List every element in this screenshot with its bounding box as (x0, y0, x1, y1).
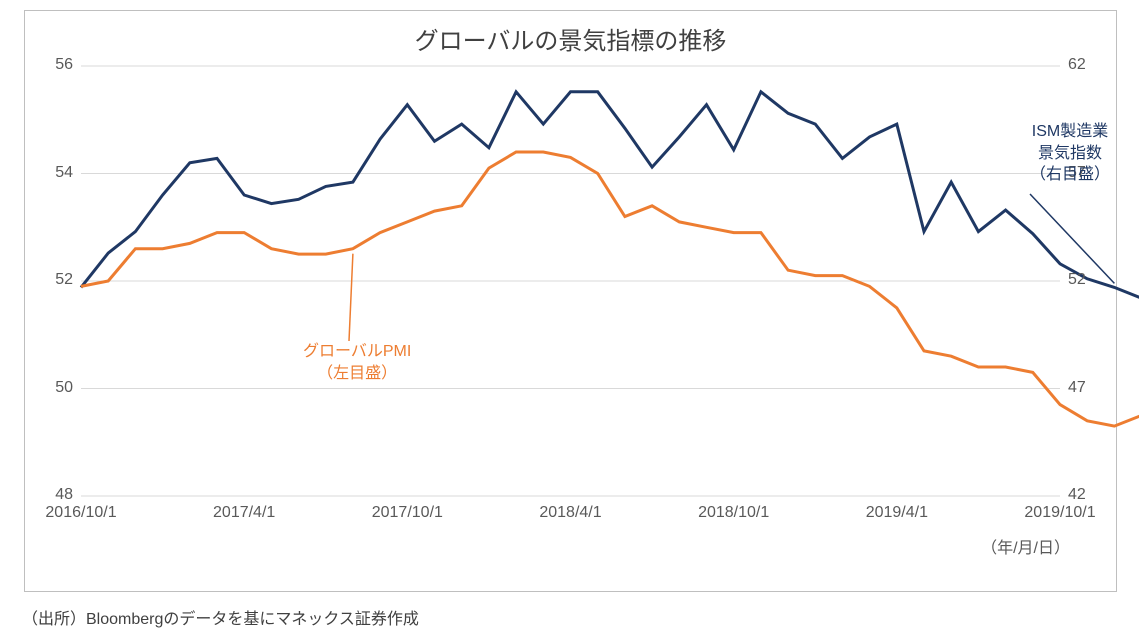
plot-area: 4850525456 4247525762 2016/10/12017/4/12… (81, 66, 1060, 496)
x-tick: 2019/10/1 (1024, 504, 1095, 522)
pmi-label-arrow (349, 254, 353, 341)
x-tick: 2017/4/1 (213, 504, 275, 522)
label-arrows (81, 66, 1060, 496)
x-tick: 2017/10/1 (372, 504, 443, 522)
ism-label-line3: （右目盛） (1030, 166, 1110, 183)
x-tick: 2018/4/1 (539, 504, 601, 522)
ism-series-label: ISM製造業 景気指数 （右目盛） (1030, 121, 1110, 186)
left-tick: 56 (33, 56, 73, 74)
pmi-label-line1: グローバルPMI (303, 343, 411, 360)
ism-label-line2: 景気指数 (1038, 145, 1102, 162)
x-tick: 2019/4/1 (866, 504, 928, 522)
chart-title: グローバルの景気指標の推移 (25, 21, 1116, 56)
chart-frame: グローバルの景気指標の推移 4850525456 4247525762 2016… (24, 10, 1117, 592)
x-tick: 2016/10/1 (45, 504, 116, 522)
right-tick: 42 (1068, 486, 1108, 504)
left-tick: 48 (33, 486, 73, 504)
x-tick: 2018/10/1 (698, 504, 769, 522)
pmi-series-label: グローバルPMI （左目盛） (303, 341, 411, 384)
left-tick: 50 (33, 379, 73, 397)
right-tick: 62 (1068, 56, 1108, 74)
left-tick: 54 (33, 164, 73, 182)
right-tick: 47 (1068, 379, 1108, 397)
pmi-label-line2: （左目盛） (317, 365, 397, 382)
x-axis-unit: （年/月/日） (981, 534, 1070, 558)
left-tick: 52 (33, 271, 73, 289)
ism-label-line1: ISM製造業 (1032, 123, 1108, 140)
source-footnote: （出所）Bloombergのデータを基にマネックス証券作成 (22, 605, 419, 629)
right-tick: 52 (1068, 271, 1108, 289)
